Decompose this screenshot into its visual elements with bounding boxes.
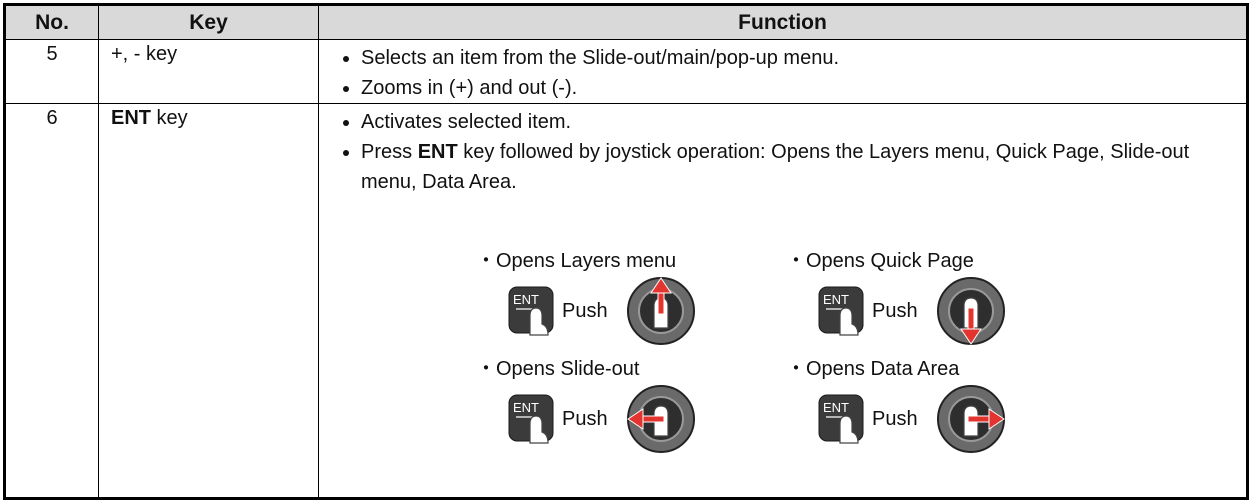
key-label: ENT bbox=[823, 400, 849, 415]
direction-arrow bbox=[967, 408, 1005, 430]
ent-key-icon: ENT bbox=[818, 394, 864, 444]
row: 5 +, - key Selects an item from the Slid… bbox=[4, 39, 1248, 104]
arrow-shaft bbox=[641, 415, 665, 423]
key-label: ENT bbox=[513, 400, 539, 415]
joystick-icon bbox=[936, 277, 1005, 345]
joystick-icon bbox=[936, 385, 1005, 453]
ent-key-icon: ENT bbox=[508, 394, 554, 444]
key-bold: ENT bbox=[417, 141, 458, 163]
joystick-icon bbox=[626, 385, 695, 453]
icon-row: ENT Push bbox=[508, 383, 786, 455]
joystick-icon bbox=[626, 277, 695, 345]
ent-key-icon: ENT bbox=[818, 286, 864, 336]
caption: ・Opens Slide-out bbox=[476, 358, 640, 380]
key-table: No. Key Function 5 +, - key Selects an i… bbox=[3, 3, 1249, 500]
key-cell: ENT key bbox=[98, 103, 319, 499]
arrow-shaft bbox=[657, 291, 665, 315]
key-cell: +, - key bbox=[98, 39, 319, 104]
function-cell: Selects an item from the Slide-out/main/… bbox=[318, 39, 1248, 104]
bullet-list: Activates selected item. Press ENT key f… bbox=[331, 107, 1246, 197]
finger bbox=[529, 307, 549, 336]
illustration: ・Opens Quick Page ENT Push bbox=[786, 247, 1086, 347]
icon-row: ENT Push bbox=[818, 383, 1086, 455]
no-cell: 6 bbox=[4, 103, 99, 499]
finger bbox=[839, 307, 859, 336]
illustrations: ・Opens Layers menu ENT Push ・Opens Quick Pa… bbox=[476, 247, 1246, 455]
text: key followed by joystick operation: Open… bbox=[361, 141, 1195, 193]
no-cell: 5 bbox=[4, 39, 99, 104]
caption: ・Opens Layers menu bbox=[476, 250, 677, 272]
arrow-head bbox=[988, 408, 1005, 430]
header: Function bbox=[318, 4, 1248, 40]
finger bbox=[839, 415, 859, 444]
action-label: Push bbox=[562, 299, 608, 322]
finger bbox=[529, 415, 549, 444]
arrow-head bbox=[626, 408, 644, 430]
illustration: ・Opens Data Area ENT Push bbox=[786, 355, 1086, 455]
header: No. bbox=[4, 4, 99, 40]
illustration: ・Opens Slide-out ENT Push bbox=[476, 355, 786, 455]
arrow-head bbox=[959, 328, 982, 345]
row: 6 ENT key Activates selected item. Press… bbox=[4, 103, 1248, 499]
caption: ・Opens Quick Page bbox=[786, 250, 974, 272]
icon-row: ENT Push bbox=[818, 275, 1086, 347]
bullet: Press ENT key followed by joystick opera… bbox=[361, 137, 1246, 197]
arrow-shaft bbox=[967, 415, 991, 423]
key-label: ENT bbox=[823, 292, 849, 307]
illustration: ・Opens Layers menu ENT Push bbox=[476, 247, 786, 347]
header: Key bbox=[98, 4, 319, 40]
key-text: key bbox=[151, 107, 188, 129]
bullet-list: Selects an item from the Slide-out/main/… bbox=[331, 43, 1246, 103]
caption: ・Opens Data Area bbox=[786, 358, 960, 380]
function-cell: Activates selected item. Press ENT key f… bbox=[318, 103, 1248, 499]
action-label: Push bbox=[562, 407, 608, 430]
key-label: ENT bbox=[513, 292, 539, 307]
arrow-shaft bbox=[967, 307, 975, 331]
ent-key-icon: ENT bbox=[508, 286, 554, 336]
direction-arrow bbox=[959, 307, 982, 345]
direction-arrow bbox=[649, 277, 672, 315]
text: Press bbox=[361, 141, 418, 163]
action-label: Push bbox=[872, 299, 918, 322]
icon-row: ENT Push bbox=[508, 275, 786, 347]
bullet: Zooms in (+) and out (-). bbox=[361, 73, 1246, 103]
key-bold: ENT bbox=[111, 107, 151, 129]
header-row: No. Key Function bbox=[4, 4, 1248, 40]
arrow-head bbox=[649, 277, 672, 294]
action-label: Push bbox=[872, 407, 918, 430]
direction-arrow bbox=[626, 408, 665, 430]
bullet: Selects an item from the Slide-out/main/… bbox=[361, 43, 1246, 73]
bullet: Activates selected item. bbox=[361, 107, 1246, 137]
